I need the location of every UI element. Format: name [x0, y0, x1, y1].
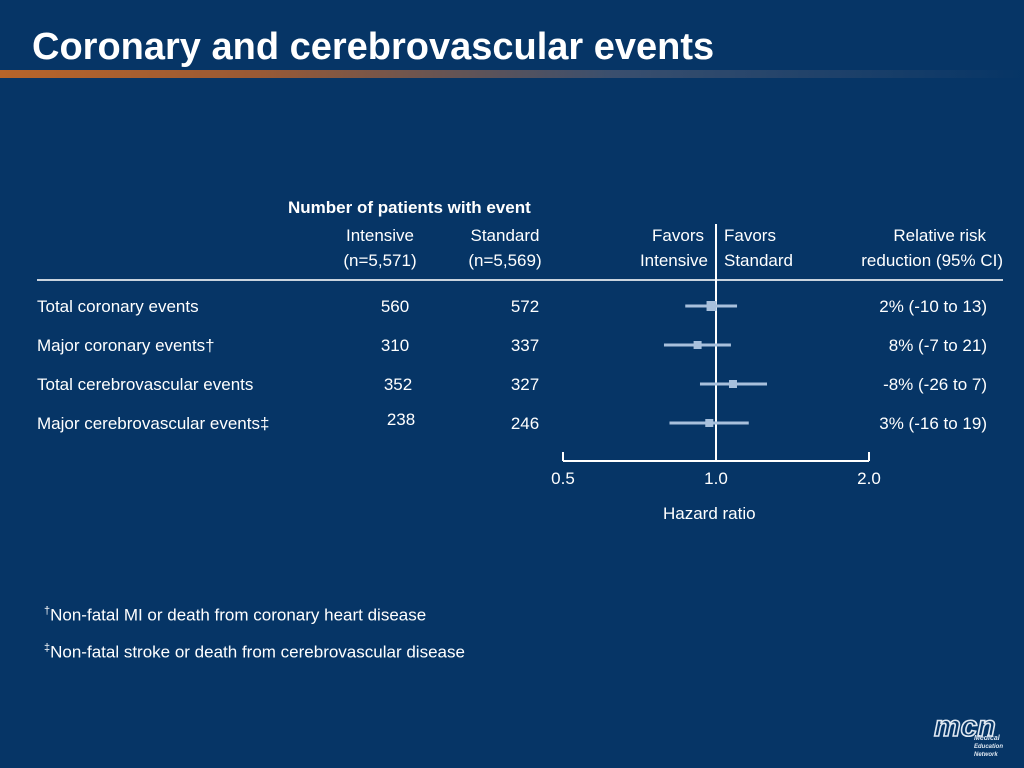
logo-mark: mcn — [934, 710, 996, 743]
x-tick-label: 1.0 — [704, 469, 728, 488]
standard-header-1: Standard — [470, 226, 540, 245]
row-label: Major coronary events† — [37, 336, 215, 355]
hr-marker — [705, 419, 714, 427]
logo-line2: Education — [974, 744, 1003, 750]
row-intensive: 310 — [380, 336, 410, 355]
row-intensive: 352 — [383, 375, 413, 394]
x-axis-label: Hazard ratio — [663, 504, 756, 523]
hr-marker — [693, 341, 702, 349]
slide-title: Coronary and cerebrovascular events — [32, 26, 715, 68]
footnote-ddagger-text: Non-fatal stroke or death from cerebrova… — [50, 642, 465, 662]
group-header: Number of patients with event — [288, 198, 531, 217]
row-standard: 337 — [510, 336, 540, 355]
footnote-ddagger: ‡Non-fatal stroke or death from cerebrov… — [44, 642, 465, 663]
row-rrr: 3% (-16 to 19) — [879, 414, 987, 433]
favors-standard-2: Standard — [724, 251, 793, 270]
favors-intensive-2: Intensive — [639, 251, 708, 270]
row-rrr: -8% (-26 to 7) — [883, 375, 987, 394]
row-label: Total coronary events — [37, 297, 199, 316]
row-intensive: 238 — [386, 410, 416, 429]
intensive-header-2: (n=5,571) — [343, 251, 417, 270]
standard-header-2: (n=5,569) — [468, 251, 542, 270]
row-standard: 572 — [510, 297, 540, 316]
hr-marker — [728, 380, 737, 388]
hr-marker — [706, 301, 717, 311]
logo-line1: Medical — [974, 735, 1001, 742]
row-standard: 246 — [510, 414, 540, 433]
rrr-header-2: reduction (95% CI) — [861, 251, 1003, 270]
row-rrr: 2% (-10 to 13) — [879, 297, 987, 316]
footnote-dagger: †Non-fatal MI or death from coronary hea… — [44, 605, 426, 626]
x-tick-label: 0.5 — [551, 469, 575, 488]
row-intensive: 560 — [380, 297, 410, 316]
row-label: Total cerebrovascular events — [37, 375, 254, 394]
footnote-dagger-text: Non-fatal MI or death from coronary hear… — [50, 605, 427, 625]
favors-intensive-1: Favors — [652, 226, 704, 245]
logo-line3: Network — [974, 752, 998, 758]
header-divider — [37, 279, 1003, 281]
row-label: Major cerebrovascular events‡ — [37, 414, 270, 433]
x-tick-label: 2.0 — [857, 469, 881, 488]
footnote-dagger-mark: † — [44, 605, 51, 617]
favors-standard-1: Favors — [724, 226, 776, 245]
row-rrr: 8% (-7 to 21) — [888, 336, 987, 355]
footnote-ddagger-mark: ‡ — [44, 642, 51, 654]
row-standard: 327 — [510, 375, 540, 394]
intensive-header-1: Intensive — [345, 226, 415, 245]
title-underline — [0, 70, 1024, 78]
rrr-header-1: Relative risk — [893, 226, 986, 245]
network-logo: mcn Medical Education Network — [933, 709, 1003, 758]
